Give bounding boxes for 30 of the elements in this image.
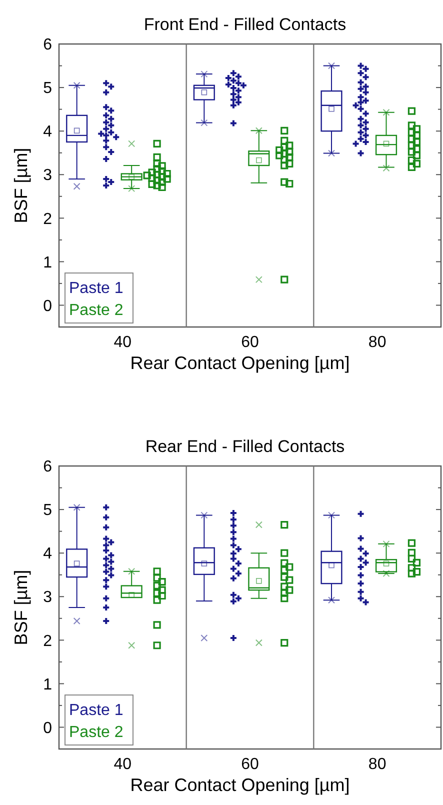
x-axis-title: Rear Contact Opening [µm] xyxy=(130,353,350,373)
y-tick-label: 5 xyxy=(43,80,52,98)
chart-title: Front End - Filled Contacts xyxy=(144,15,346,34)
x-tick-label: 80 xyxy=(368,756,386,773)
x-axis-title: Rear Contact Opening [µm] xyxy=(130,775,350,795)
chart-title: Rear End - Filled Contacts xyxy=(145,437,345,456)
y-tick-label: 0 xyxy=(43,720,52,737)
y-tick-label: 3 xyxy=(43,167,52,184)
y-tick-label: 2 xyxy=(43,632,52,650)
text: Paste 1 xyxy=(69,280,124,297)
y-axis-title: BSF [µm] xyxy=(11,148,31,224)
y-tick-label: 2 xyxy=(43,210,52,228)
x-tick-label: 60 xyxy=(241,334,259,351)
x-tick-label: 40 xyxy=(114,334,132,351)
y-axis-title: BSF [µm] xyxy=(11,570,31,646)
y-tick-label: 1 xyxy=(43,676,52,694)
x-tick-label: 80 xyxy=(368,334,386,351)
text: Paste 2 xyxy=(69,302,124,319)
x-tick-label: 60 xyxy=(241,756,259,773)
y-tick-label: 6 xyxy=(43,36,52,54)
y-tick-label: 6 xyxy=(43,458,52,476)
y-tick-label: 4 xyxy=(43,124,52,141)
y-tick-label: 0 xyxy=(43,298,52,315)
text: Paste 1 xyxy=(69,702,124,719)
y-tick-label: 5 xyxy=(43,502,52,520)
text: Paste 2 xyxy=(69,724,124,741)
x-tick-label: 40 xyxy=(114,756,132,773)
y-tick-label: 4 xyxy=(43,546,52,563)
y-tick-label: 1 xyxy=(43,254,52,272)
y-tick-label: 3 xyxy=(43,589,52,606)
